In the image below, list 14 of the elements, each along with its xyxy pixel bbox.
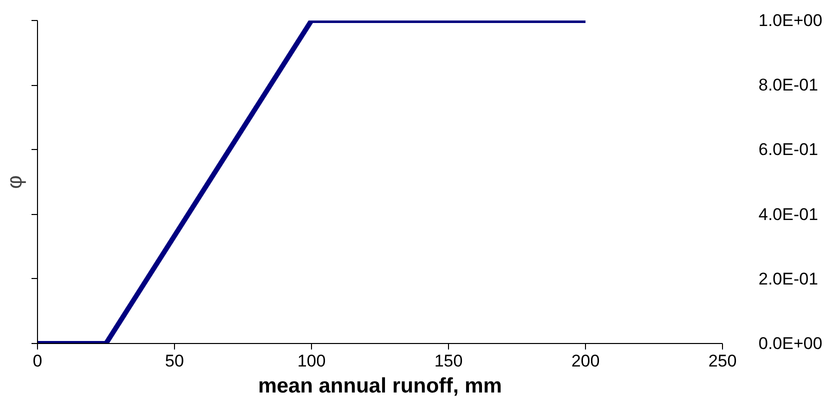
- y-tick-label: 0.0E+00: [758, 334, 822, 353]
- y-tick-label: 6.0E-01: [758, 140, 818, 160]
- y-axis-title: φ: [4, 175, 26, 189]
- x-tick-label: 200: [571, 352, 600, 370]
- x-tick-label: 250: [708, 352, 737, 370]
- x-tick-label: 0: [32, 352, 42, 370]
- x-axis-title: mean annual runoff, mm: [258, 374, 502, 398]
- y-tick-label: 1.0E+00: [758, 11, 822, 30]
- y-tick-label: 2.0E-01: [758, 269, 818, 288]
- y-tick-label: 4.0E-01: [758, 204, 818, 224]
- x-tick-label: 150: [434, 352, 463, 370]
- x-tick-label: 50: [165, 352, 184, 370]
- x-tick-label: 100: [297, 352, 326, 370]
- y-tick-label: 8.0E-01: [758, 76, 818, 95]
